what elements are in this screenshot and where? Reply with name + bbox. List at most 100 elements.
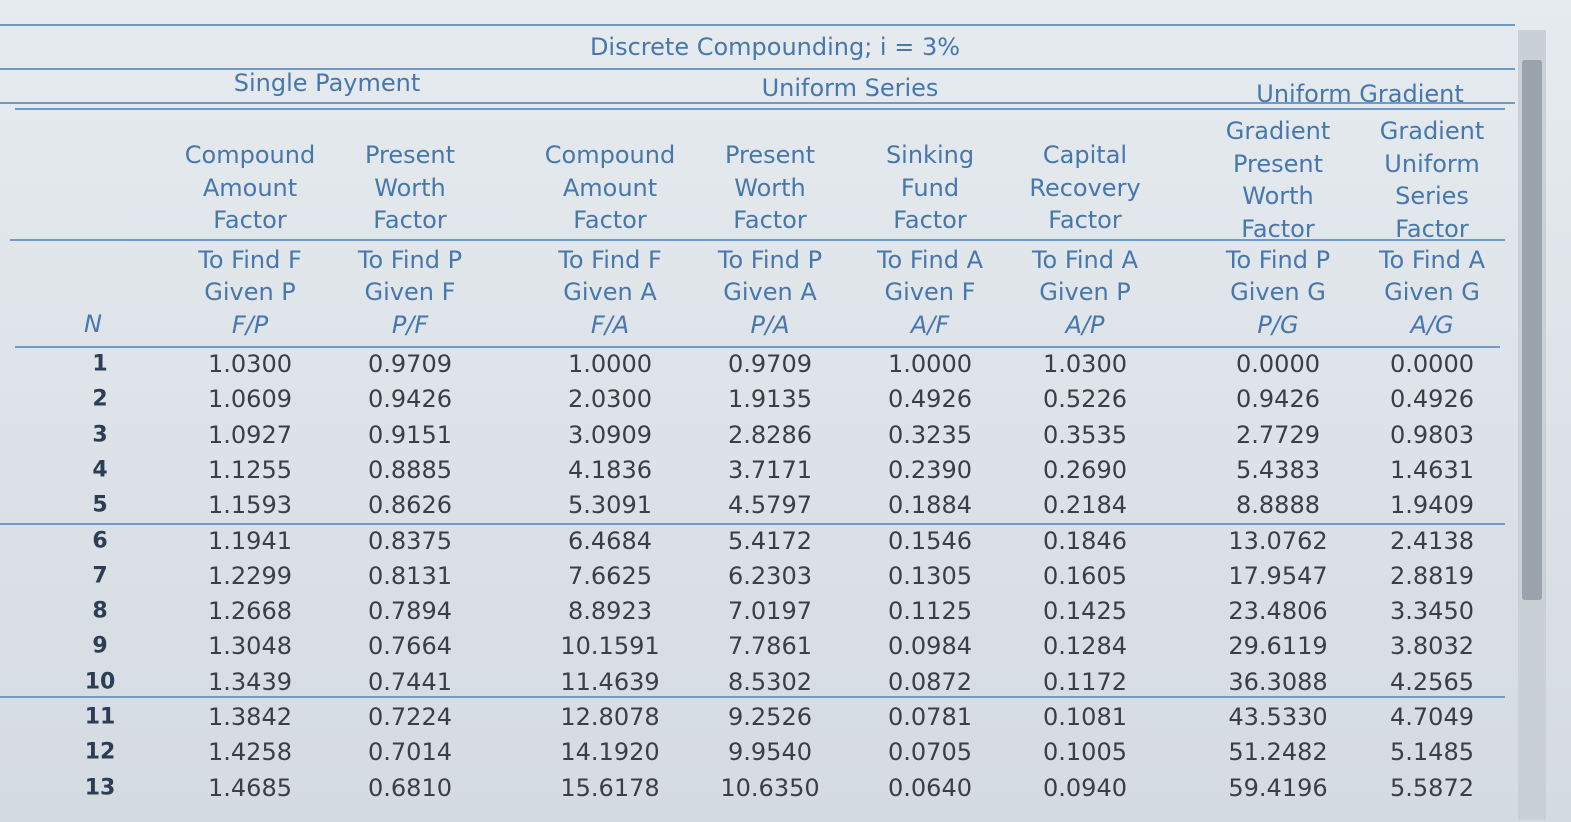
cell: 0.9803 [1390,420,1474,449]
cell: 5.4383 [1236,455,1320,484]
rule [0,523,1505,525]
cell: 1.9409 [1390,491,1474,520]
to-find: To Find A [1031,246,1139,274]
cell: 0.8375 [368,526,452,555]
table-title: Discrete Compounding; i = 3% [589,33,961,61]
group-header: Uniform Series [761,74,939,102]
column-name: Series [1395,182,1469,210]
column-name: Factor [1048,206,1122,234]
column-name: Factor [893,206,967,234]
cell: 1.0000 [888,350,972,378]
cell: 9.9540 [728,738,812,767]
symbol: P/F [391,311,429,339]
symbol: P/A [750,311,790,339]
cell: 2.7729 [1236,420,1320,449]
cell: 17.9547 [1228,561,1328,590]
cell: 5.5872 [1390,773,1474,802]
cell: 0.2184 [1043,491,1127,520]
group-header: Single Payment [233,69,421,97]
cell: 0.1172 [1043,667,1127,696]
column-name: Capital [1042,141,1128,169]
column-name: Worth [1242,182,1314,210]
cell: 0.3535 [1043,420,1127,449]
cell: 2.8819 [1390,561,1474,590]
cell: 10.1591 [560,632,660,661]
column-name: Factor [213,206,287,234]
cell: 43.5330 [1228,703,1328,731]
symbol: F/A [590,311,630,339]
cell: 7.7861 [728,632,812,661]
cell: 0.2390 [888,455,972,484]
cell: 10.6350 [720,773,820,802]
cell: 0.7664 [368,632,452,661]
cell: 0.6810 [368,773,452,802]
to-find: To Find F [558,246,662,274]
row-n: 2 [92,386,108,412]
row-n: 1 [92,351,108,377]
row-n: 3 [92,422,108,448]
cell: 0.4926 [1390,385,1474,414]
n-header: N [84,310,102,338]
scroll-thumb[interactable] [1522,60,1542,600]
column-name: Amount [562,173,658,202]
given: Given G [1230,278,1326,306]
cell: 2.8286 [728,420,812,449]
rule [15,108,1505,110]
cell: 4.5797 [728,491,812,520]
rule [0,696,1505,698]
cell: 13.0762 [1228,526,1328,555]
cell: 0.0940 [1043,773,1127,802]
column-name: Worth [374,173,446,202]
cell: 8.8923 [568,597,652,626]
column-name: Present [724,141,816,169]
cell: 0.0781 [888,703,972,731]
column-name: Fund [900,173,960,202]
cell: 1.0300 [1043,350,1127,378]
cell: 3.0909 [568,420,652,449]
cell: 8.5302 [728,667,812,696]
cell: 51.2482 [1228,738,1328,767]
cell: 1.4258 [208,738,292,767]
cell: 0.8626 [368,491,452,520]
column-name: Factor [1241,214,1315,243]
cell: 1.2299 [208,561,292,590]
cell: 14.1920 [560,738,660,767]
cell: 6.2303 [728,561,812,590]
row-n: 7 [92,563,108,589]
column-name: Factor [733,206,807,234]
cell: 0.0000 [1390,350,1474,378]
cell: 4.2565 [1390,667,1474,696]
row-n: 4 [92,457,108,483]
column-name: Present [364,141,456,169]
cell: 1.0000 [568,350,652,378]
cell: 5.1485 [1390,738,1474,767]
cell: 7.0197 [728,597,812,626]
cell: 7.6625 [568,561,652,590]
row-n: 10 [84,669,116,695]
cell: 1.3048 [208,632,292,661]
column-name: Factor [373,206,447,234]
cell: 0.1884 [888,491,972,520]
cell: 0.0000 [1236,350,1320,378]
cell: 15.6178 [560,773,660,802]
cell: 0.7441 [368,667,452,696]
symbol: A/P [1065,311,1105,339]
to-find: To Find A [876,246,984,274]
cell: 0.8885 [368,455,452,484]
cell: 2.0300 [568,385,652,414]
cell: 0.0705 [888,738,972,767]
cell: 9.2526 [728,703,812,731]
cell: 1.3842 [208,703,292,731]
cell: 3.3450 [1390,597,1474,626]
symbol: A/G [1410,311,1454,339]
cell: 0.1284 [1043,632,1127,661]
cell: 0.9426 [1236,385,1320,414]
cell: 0.7894 [368,597,452,626]
row-n: 6 [92,528,108,553]
column-name: Gradient [1379,117,1485,145]
cell: 29.6119 [1228,632,1328,661]
cell: 1.1593 [208,491,292,520]
cell: 2.4138 [1390,526,1474,555]
cell: 0.7224 [368,703,452,731]
